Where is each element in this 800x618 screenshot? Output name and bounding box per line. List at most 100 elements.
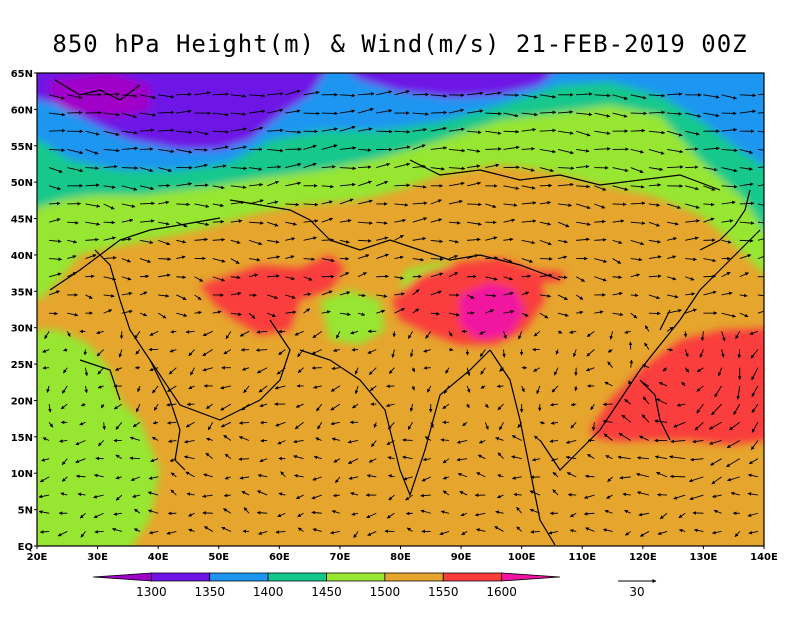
wind-arrow bbox=[423, 349, 431, 353]
wind-arrow bbox=[97, 440, 104, 447]
wind-arrow bbox=[60, 403, 68, 410]
wind-arrow bbox=[757, 221, 764, 224]
wind-reference: 30 bbox=[618, 579, 657, 599]
wind-arrow bbox=[499, 367, 504, 372]
wind-arrow bbox=[539, 200, 552, 205]
wind-arrow bbox=[339, 109, 356, 114]
wind-arrow bbox=[333, 348, 341, 353]
wind-arrow bbox=[456, 457, 468, 462]
wind-arrow bbox=[721, 239, 732, 244]
wind-arrow bbox=[367, 531, 377, 536]
wind-arrow bbox=[739, 272, 749, 278]
wind-arrow bbox=[170, 472, 177, 478]
wind-arrow bbox=[630, 239, 645, 246]
wind-arrow bbox=[212, 258, 226, 263]
wind-arrow bbox=[503, 203, 518, 207]
wind-arrow bbox=[347, 458, 359, 464]
wind-arrow bbox=[386, 440, 395, 446]
wind-arrow bbox=[267, 128, 284, 133]
egypt-border bbox=[79, 359, 121, 401]
wind-arrow bbox=[158, 110, 175, 115]
wind-arrow bbox=[594, 112, 611, 118]
wind-arrow bbox=[576, 203, 591, 210]
wind-arrow bbox=[666, 221, 679, 226]
wind-arrow bbox=[170, 489, 177, 496]
wind-arrow bbox=[512, 476, 522, 480]
wind-arrow bbox=[347, 440, 359, 444]
wind-arrow bbox=[575, 276, 586, 282]
wind-arrow bbox=[630, 94, 647, 100]
wind-arrow bbox=[157, 312, 167, 319]
wind-arrow bbox=[212, 92, 230, 96]
wind-arrow bbox=[539, 94, 557, 99]
wind-arrow bbox=[394, 276, 405, 280]
wind-arrow bbox=[339, 93, 356, 98]
wind-arrow bbox=[212, 203, 224, 208]
wind-arrow bbox=[41, 458, 50, 462]
wind-arrow bbox=[648, 183, 662, 187]
wind-arrow bbox=[316, 403, 323, 412]
wind-arrow bbox=[188, 512, 195, 517]
wind-arrow bbox=[710, 458, 722, 466]
height-1350-band-2 bbox=[350, 73, 552, 98]
wind-arrow bbox=[188, 349, 195, 357]
wind-arrow bbox=[79, 421, 86, 426]
wind-arrow bbox=[709, 440, 722, 445]
wind-arrow bbox=[313, 385, 322, 389]
wind-arrow bbox=[757, 93, 764, 96]
wind-arrow bbox=[696, 403, 704, 414]
wind-arrow bbox=[85, 254, 97, 259]
wind-arrow bbox=[557, 182, 574, 187]
wind-arrow bbox=[648, 148, 665, 155]
wind-arrow bbox=[496, 384, 504, 388]
wind-arrow bbox=[521, 167, 535, 172]
wind-arrow bbox=[311, 494, 322, 500]
wind-arrow bbox=[624, 330, 631, 334]
wind-arrow bbox=[185, 421, 195, 428]
wind-arrow bbox=[49, 239, 62, 244]
wind-arrow bbox=[430, 422, 434, 428]
wind-arrow bbox=[121, 237, 132, 242]
wind-arrow bbox=[448, 312, 460, 317]
wind-arrow bbox=[112, 527, 122, 532]
wind-arrow bbox=[602, 528, 613, 532]
wind-arrow bbox=[194, 237, 208, 242]
indochina-coast bbox=[489, 349, 556, 546]
wind-arrow bbox=[521, 239, 536, 245]
wind-arrow bbox=[670, 439, 686, 444]
wind-arrow bbox=[121, 166, 139, 170]
wind-arrow bbox=[385, 403, 395, 408]
wind-arrow bbox=[230, 145, 247, 150]
wind-arrow bbox=[727, 476, 740, 482]
wind-arrow bbox=[248, 199, 264, 205]
wind-arrow bbox=[66, 331, 71, 337]
wind-arrow bbox=[521, 127, 537, 132]
wind-arrow bbox=[223, 493, 231, 498]
wind-arrow bbox=[565, 440, 577, 444]
lat-tick-label: 45N bbox=[11, 215, 33, 226]
wind-arrow bbox=[612, 291, 623, 296]
wind-arrow bbox=[230, 291, 242, 296]
wind-arrow bbox=[467, 91, 484, 96]
wind-arrow bbox=[115, 475, 122, 480]
wind-arrow bbox=[495, 437, 504, 441]
wind-arrow bbox=[442, 403, 450, 410]
wind-arrow bbox=[221, 526, 232, 532]
wind-arrow bbox=[460, 512, 468, 517]
wind-arrow bbox=[303, 276, 313, 281]
wind-arrow bbox=[503, 218, 516, 223]
wind-arrow bbox=[230, 127, 247, 132]
wind-arrow bbox=[321, 184, 334, 189]
wind-arrow bbox=[521, 201, 537, 205]
wind-arrow bbox=[139, 128, 155, 133]
wind-arrow bbox=[394, 307, 405, 314]
wind-arrow bbox=[376, 162, 391, 169]
wind-arrow bbox=[185, 330, 195, 334]
wind-arrow bbox=[150, 458, 159, 463]
wind-arrow bbox=[539, 239, 552, 246]
wind-arrow bbox=[152, 385, 159, 394]
wind-arrow bbox=[639, 435, 650, 441]
wind-arrow bbox=[430, 167, 445, 171]
wind-arrow bbox=[67, 312, 79, 317]
colorbar-label: 1350 bbox=[194, 585, 225, 599]
